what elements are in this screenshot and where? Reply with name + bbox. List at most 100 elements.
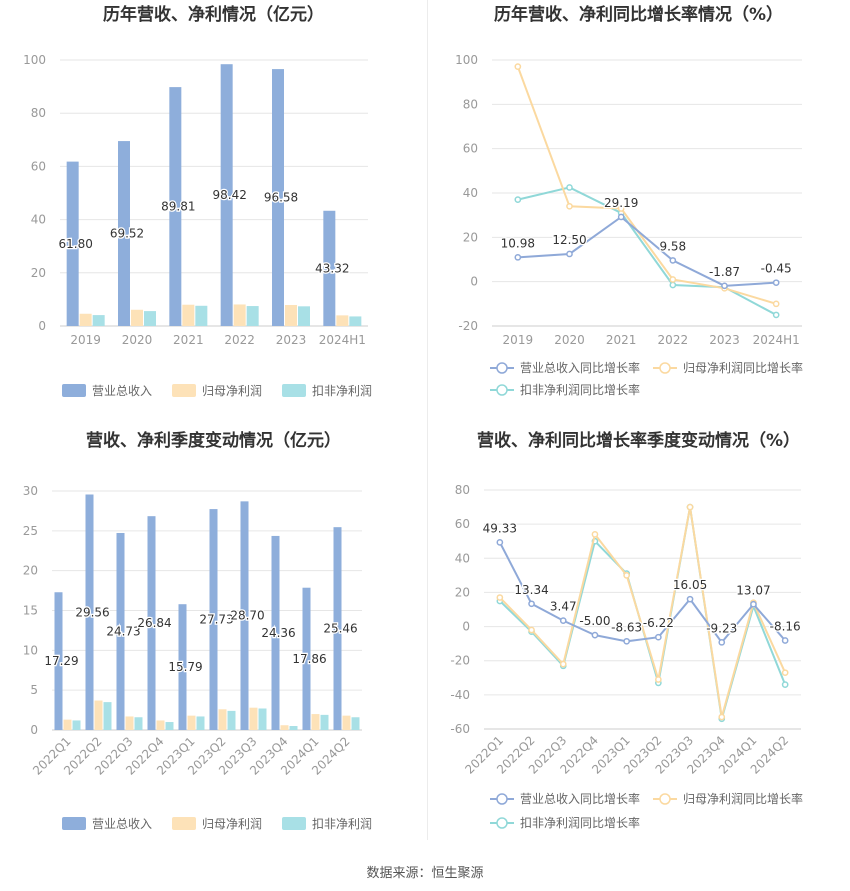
bar-deducted-profit [165, 722, 174, 730]
series-point [617, 205, 625, 212]
chart-annual-amounts-svg: 历年营收、净利情况（亿元） 0 20 40 60 80 100 2019 2020 2021 202… [23, 4, 372, 398]
chart-title: 历年营收、净利同比增长率情况（%） [494, 4, 783, 25]
bar-deducted-profit [196, 716, 205, 730]
bar-revenue [271, 535, 280, 730]
bar-data-label: 96.58 [264, 191, 298, 205]
legend-swatch [172, 817, 196, 830]
bar-deducted-profit [103, 702, 112, 730]
y-tick-label: 40 [463, 186, 478, 200]
bar-data-label: 27.73 [199, 613, 233, 627]
bar-net-profit [79, 313, 92, 326]
legend-label: 营业总收入同比增长率 [520, 791, 640, 806]
bar-revenue [85, 494, 94, 730]
y-tick-label: 40 [31, 213, 46, 227]
chart-quarterly-growth: 营收、净利同比增长率季度变动情况（%） -60 -40 -20 0 20 40 60 80 202… [427, 420, 850, 850]
y-tick-label: 80 [455, 483, 470, 497]
series-point [566, 184, 573, 191]
series-line-deducted-profit [517, 186, 777, 316]
bar-data-label: 61.80 [58, 237, 92, 251]
line-data-label: 10.98 [501, 236, 535, 250]
line-data-label: 49.33 [483, 521, 517, 535]
bar-revenue [66, 161, 79, 326]
series-line-net-profit [499, 506, 787, 718]
legend-label: 扣非净利润 [312, 817, 372, 831]
x-tick-label: 2021 [173, 333, 204, 347]
chart-annual-growth-svg: 历年营收、净利同比增长率情况（%） -20 0 20 40 60 80 100 2019 2020… [455, 4, 803, 397]
line-data-label: 13.07 [736, 583, 770, 597]
series-point [718, 713, 726, 721]
series-point [591, 631, 599, 639]
series-point [781, 669, 789, 677]
series-line-revenue [517, 215, 777, 287]
bar-revenue [302, 587, 311, 730]
series-point [772, 311, 780, 319]
line-data-label: -9.23 [706, 621, 737, 635]
series-point [623, 637, 630, 645]
bar-data-label: 25.46 [323, 622, 357, 636]
y-tick-label: 60 [463, 142, 478, 156]
bar-data-label: 43.32 [315, 261, 349, 275]
x-tick-label: 2024H1 [753, 333, 800, 347]
series-point [655, 676, 662, 683]
chart-quarterly-amounts-svg: 营收、净利季度变动情况（亿元）0510152025302022Q12022Q22… [23, 430, 372, 831]
bar-deducted-profit [134, 717, 143, 730]
y-tick-label: 0 [30, 723, 38, 737]
bar-deducted-profit [298, 306, 310, 326]
legend-swatch [62, 817, 86, 830]
chart-quarterly-amounts: 营收、净利季度变动情况（亿元） 0 5 10 15 20 25 30 2022Q1 2022Q2 2… [0, 420, 427, 850]
series-point [686, 503, 694, 511]
y-tick-label: 30 [23, 484, 38, 498]
bar-deducted-profit [92, 315, 105, 326]
y-tick-label: 25 [23, 524, 38, 538]
x-tick-label: 2020 [122, 333, 153, 347]
bar-deducted-profit [246, 306, 259, 326]
series-point [669, 281, 677, 289]
bar-net-profit [63, 719, 72, 730]
bar-data-label: 98.42 [212, 188, 246, 202]
bar-data-label: 17.29 [44, 654, 78, 668]
chart-title: 营收、净利季度变动情况（亿元） [86, 430, 341, 451]
bar-net-profit [249, 707, 258, 730]
legend-swatch-marker [659, 362, 671, 374]
series-point [781, 637, 789, 644]
series-point [528, 626, 535, 634]
y-tick-label: -20 [450, 654, 470, 668]
y-tick-label: 60 [455, 517, 470, 531]
chart-title: 营收、净利同比增长率季度变动情况（%） [477, 430, 800, 451]
legend-swatch-marker [496, 793, 508, 805]
series-line-deducted-profit [499, 506, 787, 720]
chart-title: 历年营收、净利情况（亿元） [103, 4, 324, 25]
bar-net-profit [342, 715, 351, 730]
bar-net-profit [218, 709, 227, 730]
legend-label: 营业总收入 [92, 817, 152, 831]
bar-data-label: 89.81 [161, 200, 195, 214]
y-tick-label: 0 [38, 319, 46, 333]
legend-label: 归母净利润同比增长率 [683, 791, 803, 806]
y-tick-label: 60 [31, 159, 46, 173]
bar-net-profit [311, 714, 320, 730]
bar-deducted-profit [351, 717, 360, 730]
x-tick-label: 2023 [709, 333, 740, 347]
line-data-label: -6.22 [643, 616, 674, 630]
bar-data-label: 69.52 [110, 227, 144, 241]
line-data-label: -1.87 [709, 265, 740, 279]
legend-swatch-marker [496, 384, 508, 396]
legend-swatch-marker [496, 817, 508, 829]
x-tick-label: 2021 [606, 333, 637, 347]
bar-net-profit [94, 700, 103, 730]
x-tick-label: 2019 [70, 333, 101, 347]
legend-swatch [282, 817, 306, 830]
data-source-note: 数据来源：恒生聚源 [366, 866, 484, 881]
bar-deducted-profit [227, 710, 236, 730]
bar-net-profit [280, 725, 289, 730]
series-point [750, 600, 757, 608]
bar-revenue [169, 87, 182, 326]
legend-swatch [282, 384, 306, 397]
series-point [623, 572, 630, 579]
bar-data-label: 24.73 [106, 624, 140, 638]
legend-label: 营业总收入同比增长率 [520, 360, 640, 375]
line-data-label: 3.47 [550, 600, 577, 614]
series-point [669, 257, 677, 264]
bar-net-profit [131, 309, 143, 326]
x-tick-label: 2023 [276, 333, 307, 347]
